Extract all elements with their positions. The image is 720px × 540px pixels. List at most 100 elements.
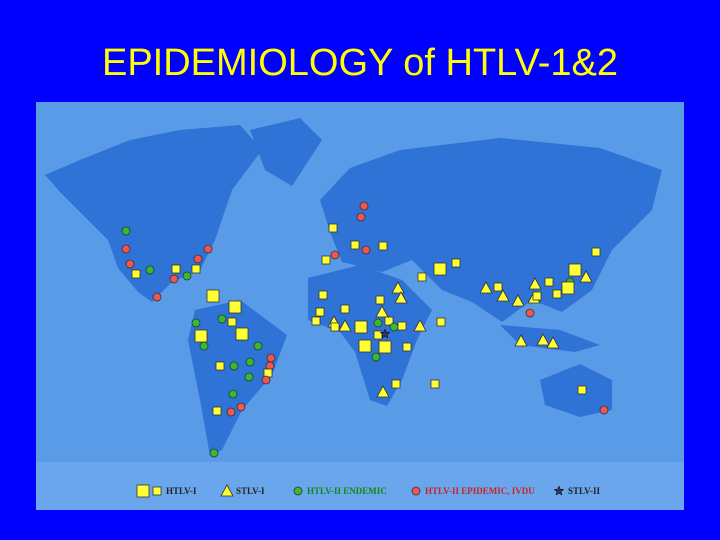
marker-circle [199,341,209,351]
legend-label: HTLV-II EPIDEMIC, IVDU [425,486,535,496]
marker-triangle [220,484,234,497]
marker-square [561,281,575,295]
marker-square [152,486,162,496]
marker-circle [266,353,276,363]
marker-circle [191,318,201,328]
marker-circle [244,372,254,382]
marker-square [577,385,587,395]
marker-square [391,379,401,389]
marker-circle [226,407,236,417]
marker-triangle [394,291,408,304]
marker-square [227,317,237,327]
marker-triangle [546,336,560,349]
marker-circle [253,341,263,351]
marker-square [493,282,503,292]
marker-square [417,272,427,282]
marker-square [136,484,150,498]
marker-square [436,317,446,327]
marker-triangle [376,385,390,398]
marker-circle [229,361,239,371]
marker-square [552,289,562,299]
marker-circle [182,271,192,281]
marker-square [397,321,407,331]
marker-square [215,361,225,371]
marker-square [358,339,372,353]
marker-square [350,240,360,250]
marker-square [191,264,201,274]
marker-circle [525,308,535,318]
marker-triangle [391,281,405,294]
legend: HTLV-I STLV-I HTLV-II ENDEMIC HTLV-II EPIDE… [136,484,601,498]
marker-circle [245,357,255,367]
marker-circle [359,201,369,211]
marker-circle [121,244,131,254]
marker-square [378,241,388,251]
marker-circle [599,405,609,415]
marker-circle [373,318,383,328]
marker-square [375,295,385,305]
marker-square [354,320,368,334]
marker-square [378,340,392,354]
marker-square [235,327,249,341]
marker-triangle [514,334,528,347]
marker-circle [228,389,238,399]
marker-circle [330,250,340,260]
marker-circle [236,402,246,412]
marker-square [532,291,542,301]
marker-triangle [511,294,525,307]
marker-square [402,342,412,352]
marker-triangle [496,289,510,302]
marker-circle [371,352,381,362]
marker-circle [217,314,227,324]
marker-circle [193,254,203,264]
marker-square [228,300,242,314]
marker-triangle [579,270,593,283]
marker-triangle [375,305,389,318]
marker-square [194,329,208,343]
marker-circle [203,244,213,254]
legend-label: STLV-I [236,486,265,496]
marker-square [311,316,321,326]
marker-square [328,223,338,233]
legend-label: HTLV-II ENDEMIC [307,486,387,496]
marker-square [321,255,331,265]
marker-circle [152,292,162,302]
marker-square [430,379,440,389]
marker-circle [293,486,303,496]
marker-circle [361,245,371,255]
marker-square [206,289,220,303]
marker-square [433,262,447,276]
marker-triangle [528,277,542,290]
marker-circle [125,259,135,269]
marker-square [340,304,350,314]
marker-circle [261,375,271,385]
marker-circle [169,274,179,284]
marker-triangle [479,281,493,294]
marker-circle [411,486,421,496]
marker-circle [209,448,219,458]
marker-square [171,264,181,274]
marker-triangle [413,319,427,332]
marker-triangle [338,319,352,332]
marker-square [544,277,554,287]
markers [121,201,609,458]
marker-square [318,290,328,300]
marker-star [553,485,565,496]
marker-star [379,328,391,339]
marker-square [212,406,222,416]
marker-square [315,307,325,317]
marker-square [131,269,141,279]
marker-circle [145,265,155,275]
marker-square [330,322,340,332]
legend-label: STLV-II [568,486,601,496]
slide-title: EPIDEMIOLOGY of HTLV-1&2 [101,42,618,84]
legend-label: HTLV-I [166,486,197,496]
marker-circle [356,212,366,222]
marker-square [384,316,394,326]
marker-circle [121,226,131,236]
marker-triangle [536,333,550,346]
marker-square [591,247,601,257]
marker-square [373,330,383,340]
